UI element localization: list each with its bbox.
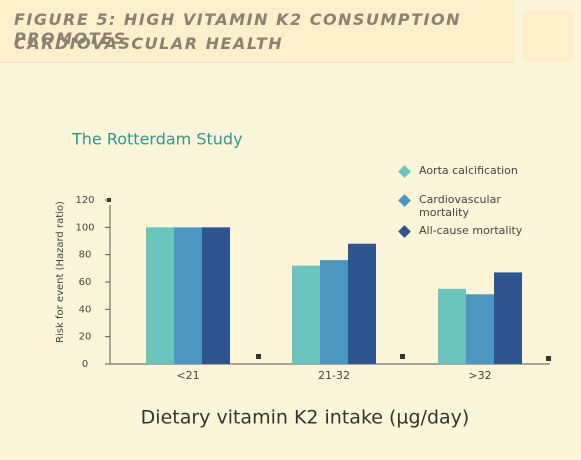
y-tick-label: 80: [79, 250, 92, 261]
y-tick-label: 60: [79, 277, 92, 288]
x-tick-label: <21: [176, 369, 199, 382]
header-box: [523, 10, 573, 62]
x-axis-label: Dietary vitamin K2 intake (µg/day): [141, 407, 470, 429]
axis-marker: [256, 354, 261, 359]
x-tick-label: 21-32: [318, 369, 350, 382]
bar: [202, 227, 230, 364]
y-tick-label: 20: [79, 332, 92, 343]
x-tick-label: >32: [468, 369, 491, 382]
legend-item: All-cause mortality: [398, 224, 548, 238]
chart-title: The Rotterdam Study: [71, 130, 243, 149]
title: CARDIOVASCULAR HEALTH: [14, 34, 284, 53]
y-tick-label: 40: [79, 304, 92, 315]
y-tick-label: 100: [75, 222, 94, 233]
y-axis-label: Risk for event (Hazard ratio): [55, 201, 66, 343]
bar: [292, 265, 320, 364]
y-tick-label: 120: [75, 195, 94, 206]
legend-swatch: [398, 194, 411, 207]
bar: [348, 243, 376, 364]
legend-label: Cardiovascular mortality: [419, 193, 501, 219]
header: FIGURE 5: HIGH VITAMIN K2 CONSUMPTION PR…: [0, 0, 515, 63]
y-tick-label: 0: [82, 359, 88, 370]
legend-swatch: [398, 225, 411, 238]
axis-marker: [546, 356, 551, 361]
bar: [438, 288, 466, 364]
title: FIGURE 5: HIGH VITAMIN K2 CONSUMPTION PR…: [14, 10, 461, 48]
bar: [466, 294, 494, 364]
bar: [174, 227, 202, 364]
legend-label: Aorta calcification: [419, 164, 518, 177]
legend-swatch: [398, 165, 411, 178]
legend-label: All-cause mortality: [419, 224, 523, 237]
axis-marker: [400, 354, 405, 359]
bar: [494, 272, 522, 364]
bar: [146, 227, 174, 364]
bar: [320, 260, 348, 364]
legend-item: Cardiovascular mortality: [398, 193, 548, 219]
legend-item: Aorta calcification: [398, 164, 548, 178]
